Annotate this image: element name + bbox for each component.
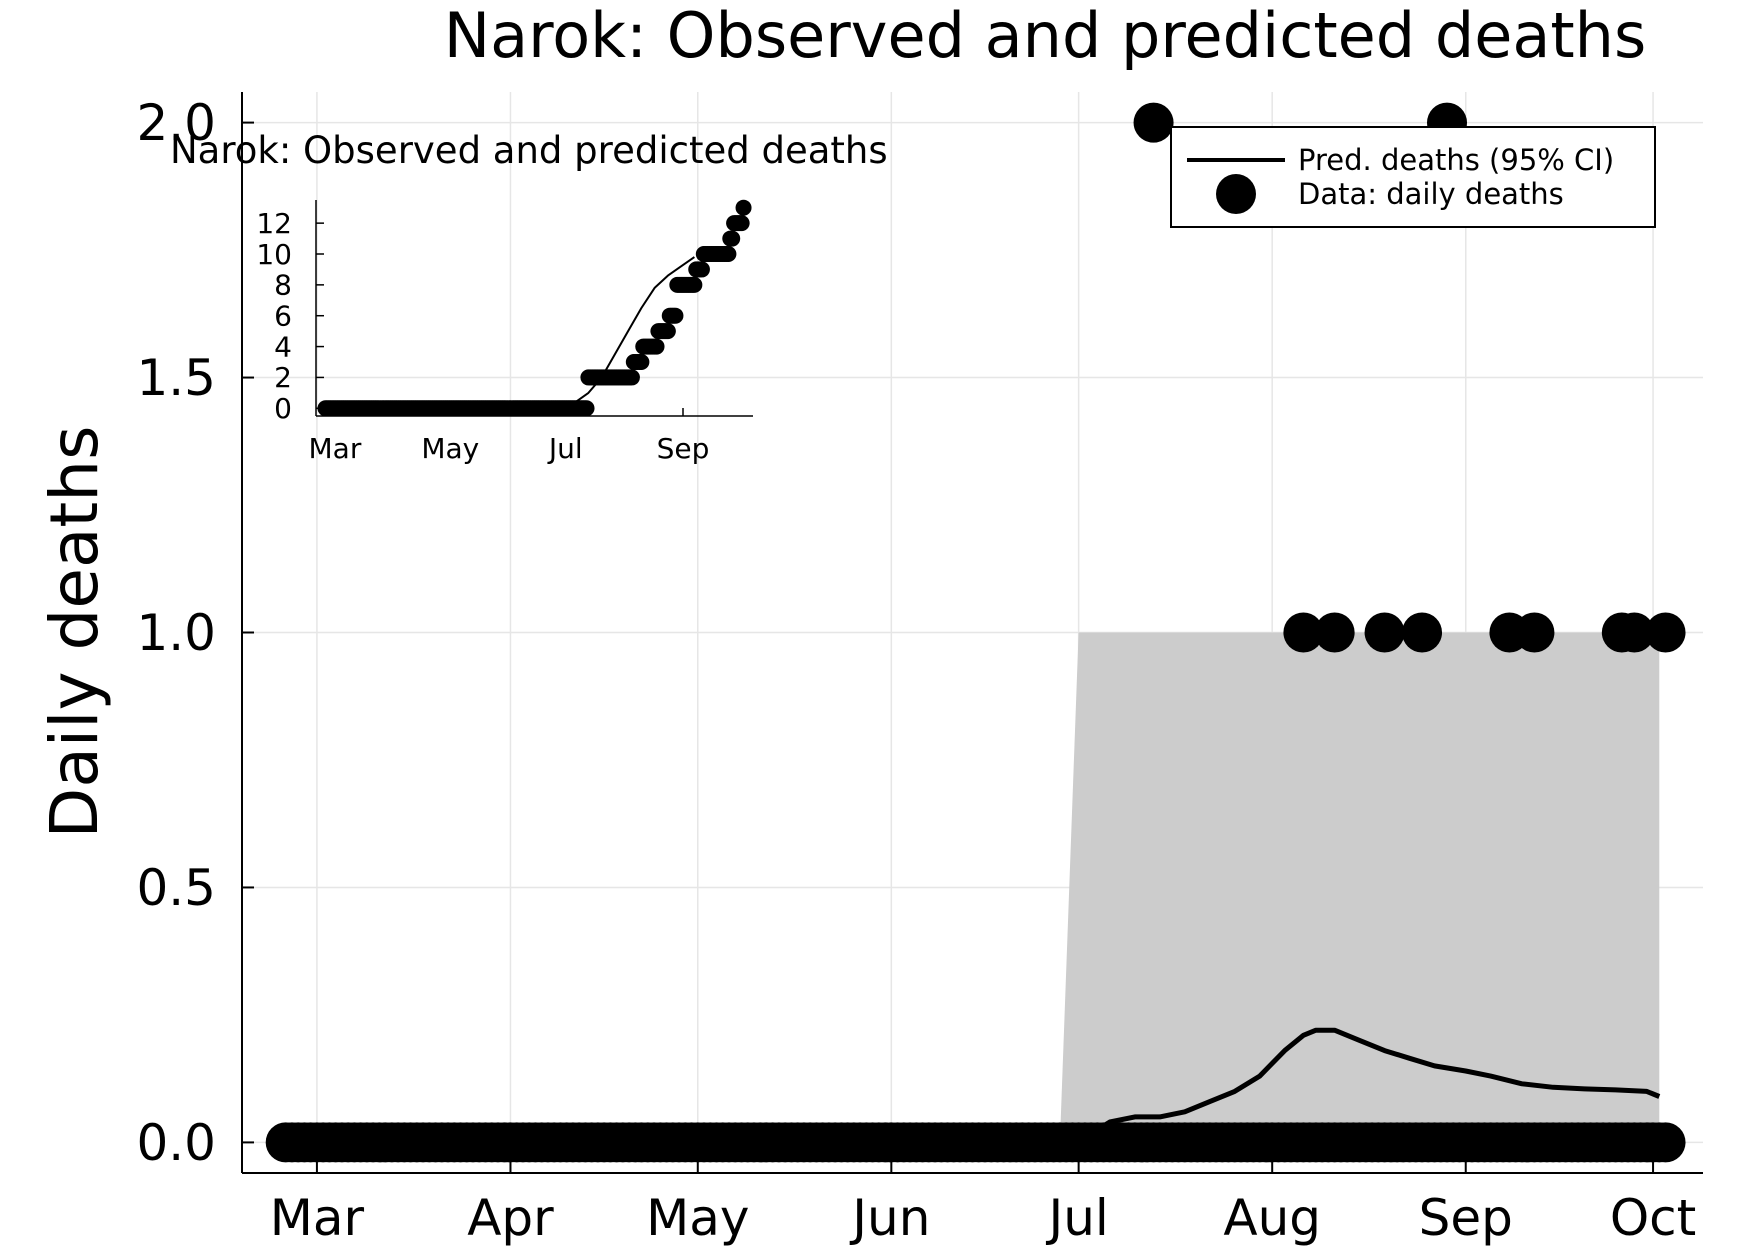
inset-x-tick-label: Jul <box>547 432 583 465</box>
prediction-line <box>285 1027 1661 1145</box>
inset-data-point <box>693 261 710 278</box>
x-tick-label: May <box>646 1189 749 1247</box>
chart-title: Narok: Observed and predicted deaths <box>444 0 1647 72</box>
y-tick-label: 0.0 <box>136 1114 216 1172</box>
legend-label-prediction: Pred. deaths (95% CI) <box>1298 143 1614 177</box>
legend-label-data: Data: daily deaths <box>1298 177 1564 211</box>
inset-data-point <box>578 400 595 417</box>
inset-data-point <box>720 246 737 262</box>
inset-x-tick-label: May <box>421 432 479 465</box>
inset-y-tick-label: 6 <box>274 300 292 333</box>
inset-data-point <box>667 307 684 324</box>
inset-y-tick-label: 12 <box>256 207 292 240</box>
inset-data-point <box>633 354 650 370</box>
legend-box <box>1170 126 1656 228</box>
inset-x-tick-label: Mar <box>309 432 362 465</box>
data-point <box>1645 612 1686 653</box>
inset-data-point <box>686 276 703 293</box>
legend-marker-swatch <box>1216 174 1256 214</box>
x-tick-label: Oct <box>1610 1189 1696 1247</box>
inset-data-point <box>733 215 750 232</box>
y-tick-label: 1.0 <box>136 604 216 662</box>
data-point <box>1614 612 1655 653</box>
inset-y-tick-label: 10 <box>256 238 292 271</box>
y-tick-label: 1.5 <box>136 349 216 407</box>
inset-y-tick-label: 2 <box>274 361 292 394</box>
y-tick-label: 2.0 <box>136 94 216 152</box>
data-point <box>1645 1122 1686 1163</box>
inset-data-point <box>648 338 665 355</box>
inset-data-point <box>623 369 640 386</box>
y-axis-label: Daily deaths <box>36 425 113 838</box>
plot-group: Mar Apr May Jun Jul Aug Sep Oct 0.0 0.5 1.0 1.5 2.0 <box>136 92 1703 1247</box>
data-point <box>1402 612 1443 653</box>
inset-y-tick-label: 4 <box>274 330 292 363</box>
legend: Pred. deaths (95% CI) Data: daily deaths <box>1170 126 1656 228</box>
inset-data-point <box>659 323 676 340</box>
inset-y-tick-label: 8 <box>274 269 292 302</box>
inset-chart-title: Narok: Observed and predicted deaths <box>170 129 888 172</box>
x-tick-label: Aug <box>1223 1189 1321 1247</box>
x-tick-label: Apr <box>467 1189 554 1247</box>
x-tick-label: Mar <box>270 1189 365 1247</box>
data-point <box>1364 612 1405 653</box>
data-point <box>1314 612 1355 653</box>
y-tick-label: 0.5 <box>136 859 216 917</box>
data-point <box>1514 612 1555 653</box>
inset-x-tick-label: Sep <box>657 432 710 465</box>
confidence-band <box>1059 632 1660 1143</box>
data-point <box>1283 612 1324 653</box>
inset-data-point <box>724 230 741 247</box>
inset-y-tick-label: 0 <box>274 392 292 425</box>
x-tick-label: Jun <box>849 1189 930 1247</box>
data-point <box>1133 102 1174 143</box>
inset-data-point <box>735 199 752 216</box>
x-tick-label: Jul <box>1045 1189 1108 1247</box>
x-tick-label: Sep <box>1419 1189 1513 1247</box>
